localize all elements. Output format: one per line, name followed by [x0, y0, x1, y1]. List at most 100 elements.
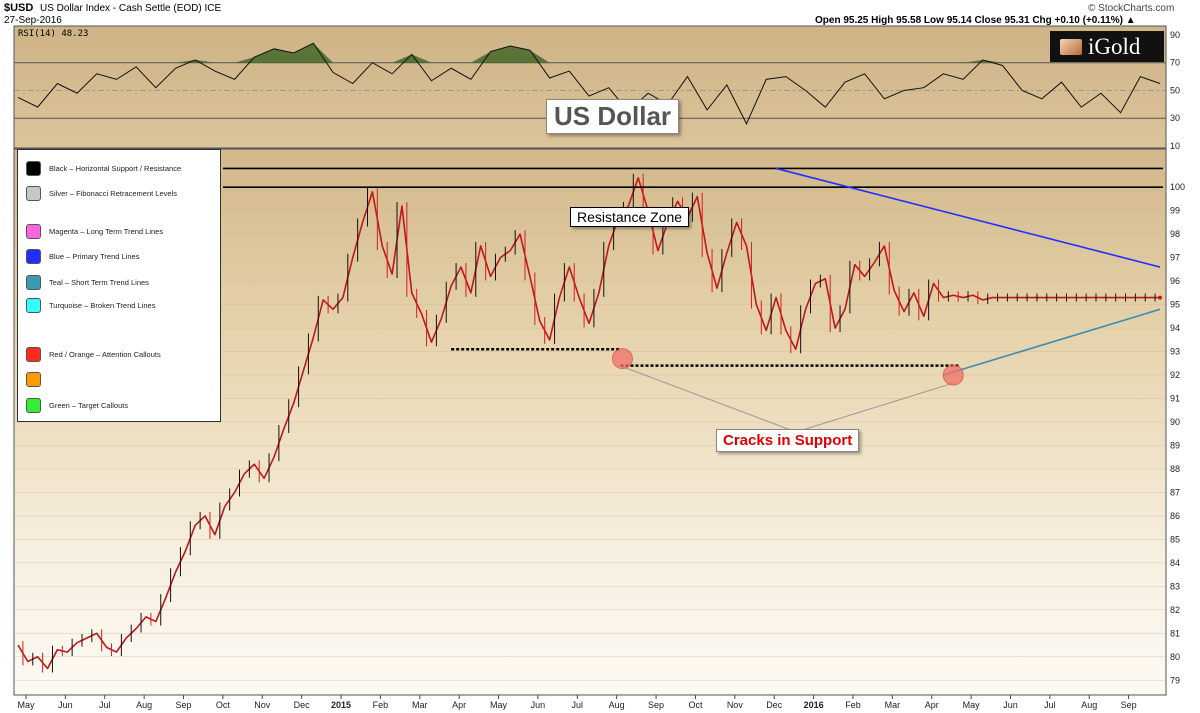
- x-tick-label: Nov: [254, 700, 271, 710]
- legend-swatch: [26, 346, 41, 362]
- x-tick-label: Oct: [688, 700, 703, 710]
- legend-swatch: [26, 397, 41, 413]
- blue-trend-line: [775, 167, 1161, 268]
- legend-label: Turquoise – Broken Trend Lines: [49, 300, 156, 310]
- y-tick-label: 89: [1170, 440, 1180, 450]
- x-tick-label: May: [490, 700, 508, 710]
- y-tick-label: 95: [1170, 300, 1180, 310]
- y-tick-label: 81: [1170, 628, 1180, 638]
- callout-leader: [622, 366, 797, 433]
- legend-swatch: [26, 160, 41, 176]
- y-tick-label: 98: [1170, 229, 1180, 239]
- y-tick-label: 84: [1170, 558, 1180, 568]
- axes: 90 70 50 30 10 79 80 81 82 83 84 85 86 87 88 89 90 91 92 93…: [17, 30, 1185, 710]
- y-tick-label: 100: [1170, 182, 1185, 192]
- y-tick-label: 91: [1170, 394, 1180, 404]
- rsi-overbought-fill: [175, 43, 1003, 63]
- legend-item: Black – Horizontal Support / Resistance: [26, 160, 181, 176]
- rsi-tick-label: 90: [1170, 30, 1180, 40]
- x-tick-label: 2015: [331, 700, 351, 710]
- legend-swatch: [26, 223, 41, 239]
- rsi-line: [17, 42, 1161, 125]
- x-tick-label: Aug: [1081, 700, 1097, 710]
- attention-circle: [611, 348, 633, 370]
- y-tick-label: 94: [1170, 323, 1180, 333]
- legend-item: Turquoise – Broken Trend Lines: [26, 297, 155, 313]
- x-tick-label: Oct: [216, 700, 231, 710]
- y-tick-label: 88: [1170, 464, 1180, 474]
- legend-item: Magenta – Long Term Trend Lines: [26, 223, 163, 239]
- y-tick-label: 96: [1170, 276, 1180, 286]
- y-tick-label: 79: [1170, 675, 1180, 685]
- price-panel-border: [13, 148, 1167, 696]
- ohlc-label: Open 95.25 High 95.58 Low 95.14 Close 95…: [815, 15, 1136, 26]
- rsi-label: RSI(14) 48.23: [18, 29, 89, 39]
- x-tick-label: Sep: [176, 700, 192, 710]
- rsi-series: [17, 42, 1161, 125]
- x-tick-label: May: [963, 700, 981, 710]
- rsi-tick-label: 30: [1170, 113, 1180, 123]
- date-label: 27-Sep-2016: [4, 15, 62, 26]
- legend-item: Blue – Primary Trend Lines: [26, 248, 139, 264]
- rsi-tick-label: 50: [1170, 85, 1180, 95]
- rsi-tick-label: 10: [1170, 141, 1180, 151]
- legend-swatch: [26, 185, 41, 201]
- title-callout: US Dollar: [546, 99, 680, 134]
- teal-trend-line: [943, 308, 1161, 376]
- rsi-panel-border: [13, 25, 1167, 149]
- x-tick-label: Feb: [373, 700, 389, 710]
- x-tick-label: Dec: [766, 700, 783, 710]
- x-tick-label: Mar: [885, 700, 901, 710]
- legend-label: Green – Target Callouts: [49, 400, 129, 410]
- source-label: © StockCharts.com: [1088, 3, 1175, 14]
- x-tick-label: Jul: [572, 700, 584, 710]
- x-tick-label: Jun: [1003, 700, 1018, 710]
- x-tick-label: Mar: [412, 700, 428, 710]
- x-tick-label: Apr: [925, 700, 939, 710]
- last-price-point: [1158, 295, 1162, 300]
- y-tick-label: 87: [1170, 487, 1180, 497]
- legend-swatch: [26, 371, 41, 387]
- legend-swatch: [26, 248, 41, 264]
- y-tick-label: 93: [1170, 347, 1180, 357]
- x-tick-label: Aug: [136, 700, 152, 710]
- legend-label: Red / Orange – Attention Callouts: [49, 349, 161, 359]
- rsi-tick-label: 70: [1170, 58, 1180, 68]
- legend-item: Red / Orange – Attention Callouts: [26, 346, 161, 362]
- legend-swatch: [26, 297, 41, 313]
- x-tick-label: Jul: [99, 700, 111, 710]
- attention-circle: [942, 364, 964, 386]
- logo-text: iGold: [1088, 33, 1141, 59]
- y-tick-label: 82: [1170, 605, 1180, 615]
- cracks-callout: Cracks in Support: [716, 429, 860, 452]
- x-tick-label: Nov: [727, 700, 744, 710]
- x-tick-label: Apr: [452, 700, 466, 710]
- legend-item: Teal – Short Term Trend Lines: [26, 274, 149, 290]
- x-tick-label: Dec: [294, 700, 311, 710]
- legend: Black – Horizontal Support / Resistance …: [17, 149, 221, 422]
- x-tick-label: Jun: [58, 700, 73, 710]
- legend-label: Black – Horizontal Support / Resistance: [49, 163, 182, 173]
- igold-logo: iGold: [1050, 31, 1164, 62]
- x-tick-label: May: [17, 700, 35, 710]
- x-tick-label: Jun: [531, 700, 546, 710]
- symbol-label: $USD: [4, 2, 34, 14]
- y-tick-label: 85: [1170, 534, 1180, 544]
- overlay-lines: [223, 167, 1163, 433]
- legend-label: Silver – Fibonacci Retracement Levels: [49, 188, 177, 198]
- callout-leader: [795, 382, 954, 433]
- description-label: US Dollar Index - Cash Settle (EOD) ICE: [40, 3, 222, 14]
- y-tick-label: 90: [1170, 417, 1180, 427]
- legend-label: Teal – Short Term Trend Lines: [49, 277, 149, 287]
- x-tick-label: Aug: [609, 700, 625, 710]
- logo-mark-icon: [1060, 38, 1082, 55]
- price-line: [17, 177, 1160, 670]
- y-tick-label: 86: [1170, 511, 1180, 521]
- x-tick-label: Jul: [1044, 700, 1056, 710]
- legend-swatch: [26, 274, 41, 290]
- x-tick-label: Sep: [648, 700, 664, 710]
- resistance-callout: Resistance Zone: [570, 207, 690, 227]
- price-series: [17, 173, 1162, 673]
- y-tick-label: 80: [1170, 652, 1180, 662]
- x-tick-label: 2016: [804, 700, 824, 710]
